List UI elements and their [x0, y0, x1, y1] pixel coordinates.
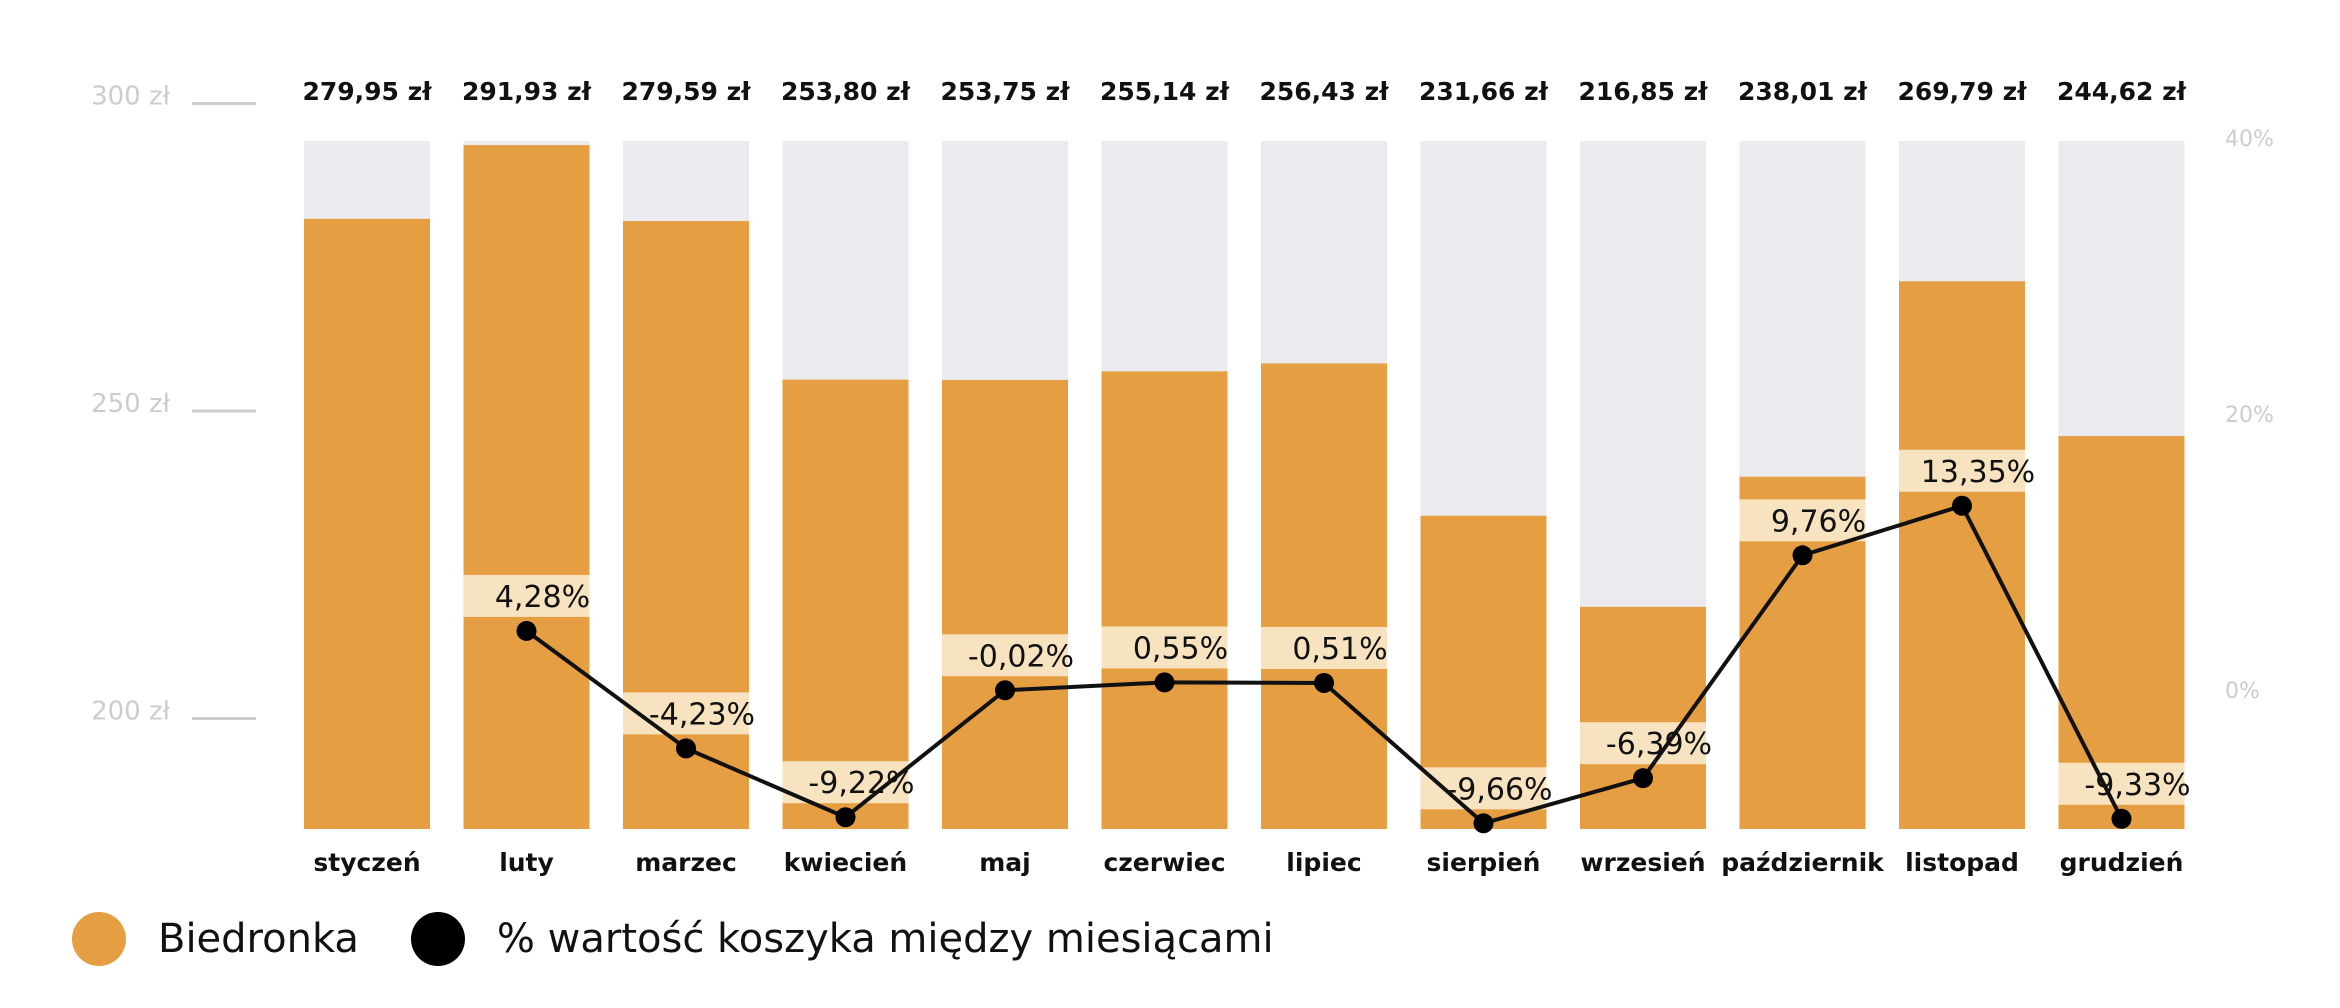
percent-label-band — [1739, 499, 1866, 542]
category-label: wrzesień — [1580, 848, 1705, 877]
legend-bar-swatch — [72, 912, 126, 966]
line-point — [516, 620, 537, 641]
category-label: czerwiec — [1103, 848, 1225, 877]
right-axis: 0% 20% 40% — [2225, 127, 2274, 704]
bar-value-label: 255,14 zł — [1100, 77, 1230, 106]
percent-label: 0,51% — [1292, 632, 1387, 667]
category-label: marzec — [635, 848, 737, 877]
bar-value-label: 238,01 zł — [1738, 77, 1868, 106]
bar-value-label: 279,95 zł — [302, 77, 432, 106]
line-point — [1154, 672, 1175, 693]
percent-label-band — [942, 634, 1068, 677]
left-tick-label: 200 zł — [91, 697, 171, 727]
percent-label-band — [1101, 626, 1228, 669]
legend-item-bar: Biedronka — [72, 912, 359, 966]
legend-bar-label: Biedronka — [158, 916, 359, 962]
line-points — [516, 495, 2132, 834]
percent-labels: 4,28% -4,23% -9,22% -0,02% 0,55% 0,51% -9,66% -… — [495, 455, 2191, 808]
line-point — [1633, 768, 1653, 789]
bar — [304, 218, 430, 829]
category-label: październik — [1721, 848, 1885, 877]
percent-label-band — [1261, 626, 1387, 669]
category-label: maj — [979, 848, 1031, 877]
left-tick-label: 300 zł — [91, 82, 171, 112]
line-point — [1314, 672, 1334, 693]
right-tick-label: 20% — [2225, 403, 2274, 428]
percent-label-band — [463, 574, 590, 617]
bar — [782, 379, 909, 829]
category-label: luty — [499, 848, 554, 877]
line-point — [1473, 813, 1494, 834]
legend-item-line: % wartość koszyka między miesiącami — [410, 912, 1274, 966]
bar-value-label: 253,75 zł — [940, 77, 1070, 106]
bar-value-label: 279,59 zł — [621, 77, 751, 106]
bar-value-label: 253,80 zł — [781, 77, 911, 106]
percent-label: 13,35% — [1921, 455, 2035, 490]
left-axis: 200 zł 250 zł 300 zł — [91, 82, 256, 727]
percent-label-band — [1580, 722, 1706, 765]
category-label: listopad — [1905, 848, 2019, 877]
line-point — [1792, 545, 1813, 566]
percent-label: 0,55% — [1133, 631, 1228, 666]
bar — [942, 379, 1068, 829]
combo-chart: 200 zł 250 zł 300 zł 0% 20% 40% 279,95 zł sty… — [91, 77, 2274, 877]
percent-label: -9,22% — [808, 766, 914, 801]
category-label: grudzień — [2060, 848, 2184, 877]
bar — [463, 145, 590, 829]
legend: Biedronka % wartość koszyka między miesi… — [72, 909, 1326, 969]
line-point — [1952, 495, 1972, 516]
percent-label-bands — [463, 449, 2185, 810]
line-series — [463, 449, 2185, 834]
bar — [1899, 281, 2025, 829]
percent-label-band — [1899, 449, 2025, 492]
percent-label: -9,66% — [1446, 772, 1552, 807]
line-point — [835, 807, 856, 828]
category-label: kwiecień — [784, 848, 907, 877]
left-tick-label: 250 zł — [91, 389, 171, 419]
bar-value-label: 269,79 zł — [1897, 77, 2027, 106]
bar-value-label: 256,43 zł — [1259, 77, 1389, 106]
percent-label: -9,33% — [2084, 768, 2190, 803]
bar-value-label: 291,93 zł — [462, 77, 592, 106]
percent-label-band — [2058, 762, 2185, 805]
bar — [623, 221, 749, 830]
category-label: styczeń — [313, 848, 420, 877]
legend-line-swatch — [410, 912, 465, 966]
percent-label: -6,39% — [1606, 727, 1712, 762]
percent-label-band — [623, 692, 749, 735]
percent-label: 4,28% — [495, 580, 590, 615]
bar-value-label: 244,62 zł — [2057, 77, 2187, 106]
bar — [1261, 363, 1387, 829]
category-label: sierpień — [1427, 848, 1541, 877]
line-point — [2111, 808, 2132, 829]
percent-label: 9,76% — [1771, 504, 1866, 539]
bar — [1101, 371, 1228, 829]
right-tick-label: 0% — [2225, 679, 2260, 704]
category-label: lipiec — [1286, 848, 1361, 877]
line-point — [676, 738, 696, 759]
percent-label: -0,02% — [968, 639, 1074, 674]
right-tick-label: 40% — [2225, 127, 2274, 152]
percent-label: -4,23% — [649, 697, 755, 732]
bar-value-label: 216,85 zł — [1578, 77, 1708, 106]
bar-value-label: 231,66 zł — [1419, 77, 1549, 106]
line-point — [995, 680, 1015, 701]
legend-line-label: % wartość koszyka między miesiącami — [496, 916, 1274, 962]
